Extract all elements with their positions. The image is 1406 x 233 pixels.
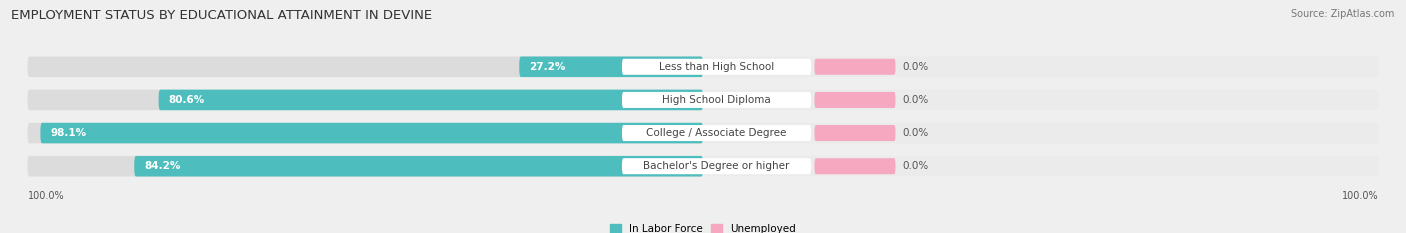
Text: 0.0%: 0.0% [903,128,928,138]
FancyBboxPatch shape [814,59,896,75]
FancyBboxPatch shape [519,57,703,77]
Text: Less than High School: Less than High School [659,62,775,72]
FancyBboxPatch shape [28,123,703,143]
FancyBboxPatch shape [703,57,1378,77]
FancyBboxPatch shape [621,158,811,174]
Text: 100.0%: 100.0% [28,191,65,201]
Text: 80.6%: 80.6% [169,95,205,105]
Text: Source: ZipAtlas.com: Source: ZipAtlas.com [1291,9,1395,19]
FancyBboxPatch shape [621,92,811,108]
Text: 27.2%: 27.2% [530,62,565,72]
FancyBboxPatch shape [703,90,1378,110]
Text: 0.0%: 0.0% [903,95,928,105]
FancyBboxPatch shape [621,125,811,141]
FancyBboxPatch shape [28,156,703,176]
FancyBboxPatch shape [703,156,1378,176]
Text: 98.1%: 98.1% [51,128,87,138]
FancyBboxPatch shape [28,57,703,77]
Text: High School Diploma: High School Diploma [662,95,770,105]
FancyBboxPatch shape [814,158,896,174]
Text: 0.0%: 0.0% [903,62,928,72]
FancyBboxPatch shape [41,123,703,143]
FancyBboxPatch shape [28,90,703,110]
FancyBboxPatch shape [621,59,811,75]
FancyBboxPatch shape [159,90,703,110]
Text: 84.2%: 84.2% [145,161,181,171]
Text: 100.0%: 100.0% [1341,191,1378,201]
Text: College / Associate Degree: College / Associate Degree [647,128,787,138]
FancyBboxPatch shape [814,125,896,141]
Legend: In Labor Force, Unemployed: In Labor Force, Unemployed [606,220,800,233]
FancyBboxPatch shape [703,123,1378,143]
Text: 0.0%: 0.0% [903,161,928,171]
Text: EMPLOYMENT STATUS BY EDUCATIONAL ATTAINMENT IN DEVINE: EMPLOYMENT STATUS BY EDUCATIONAL ATTAINM… [11,9,433,22]
Text: Bachelor's Degree or higher: Bachelor's Degree or higher [644,161,790,171]
FancyBboxPatch shape [135,156,703,176]
FancyBboxPatch shape [814,92,896,108]
